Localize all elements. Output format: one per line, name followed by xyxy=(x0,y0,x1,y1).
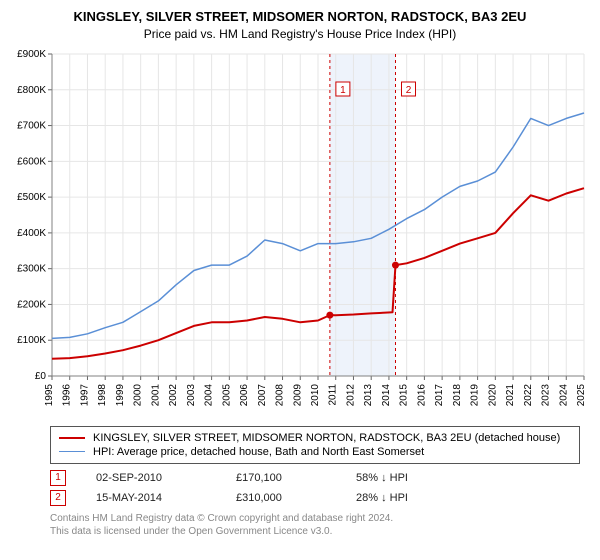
footer-line: This data is licensed under the Open Gov… xyxy=(50,525,580,538)
svg-text:1998: 1998 xyxy=(97,383,108,406)
svg-text:2010: 2010 xyxy=(310,383,321,406)
chart-svg: £0 £100K £200K £300K £400K £500K £600K £700K £80… xyxy=(10,48,590,418)
chart-container: KINGSLEY, SILVER STREET, MIDSOMER NORTON… xyxy=(0,0,600,560)
svg-text:2007: 2007 xyxy=(257,383,268,406)
svg-text:2018: 2018 xyxy=(452,383,463,406)
svg-text:2023: 2023 xyxy=(541,383,552,406)
svg-text:2025: 2025 xyxy=(576,383,587,406)
annotation-row: 2 15-MAY-2014 £310,000 28% ↓ HPI xyxy=(50,488,580,508)
svg-text:£200K: £200K xyxy=(17,299,46,310)
svg-text:2012: 2012 xyxy=(345,383,356,406)
svg-text:2017: 2017 xyxy=(434,383,445,406)
svg-text:£400K: £400K xyxy=(17,228,46,239)
svg-text:£0: £0 xyxy=(35,371,47,382)
svg-text:2024: 2024 xyxy=(558,383,569,406)
svg-text:£800K: £800K xyxy=(17,85,46,96)
legend-label: HPI: Average price, detached house, Bath… xyxy=(93,446,424,458)
svg-text:2000: 2000 xyxy=(133,383,144,406)
svg-text:2014: 2014 xyxy=(381,383,392,406)
svg-text:2013: 2013 xyxy=(363,383,374,406)
annotation-pct: 28% ↓ HPI xyxy=(356,492,408,504)
legend-label: KINGSLEY, SILVER STREET, MIDSOMER NORTON… xyxy=(93,432,560,444)
svg-text:£500K: £500K xyxy=(17,192,46,203)
svg-text:2021: 2021 xyxy=(505,383,516,406)
annotation-pct: 58% ↓ HPI xyxy=(356,472,408,484)
svg-text:£300K: £300K xyxy=(17,263,46,274)
annotation-badge: 2 xyxy=(50,490,66,506)
svg-text:2002: 2002 xyxy=(168,383,179,406)
svg-text:2019: 2019 xyxy=(470,383,481,406)
chart-title: KINGSLEY, SILVER STREET, MIDSOMER NORTON… xyxy=(10,8,590,26)
chart-subtitle: Price paid vs. HM Land Registry's House … xyxy=(10,26,590,42)
svg-text:£100K: £100K xyxy=(17,335,46,346)
legend-item: HPI: Average price, detached house, Bath… xyxy=(59,445,571,459)
annotation-date: 15-MAY-2014 xyxy=(96,492,206,504)
annotation-price: £310,000 xyxy=(236,492,326,504)
svg-text:2020: 2020 xyxy=(487,383,498,406)
annotation-date: 02-SEP-2010 xyxy=(96,472,206,484)
svg-text:2016: 2016 xyxy=(416,383,427,406)
svg-text:2008: 2008 xyxy=(275,383,286,406)
svg-text:1999: 1999 xyxy=(115,383,126,406)
svg-text:2001: 2001 xyxy=(150,383,161,406)
annotation-price: £170,100 xyxy=(236,472,326,484)
svg-text:2005: 2005 xyxy=(221,383,232,406)
svg-text:£900K: £900K xyxy=(17,49,46,60)
chart-plot: £0 £100K £200K £300K £400K £500K £600K £700K £80… xyxy=(10,48,590,418)
footer: Contains HM Land Registry data © Crown c… xyxy=(50,512,580,538)
svg-text:1: 1 xyxy=(340,85,346,96)
svg-text:2011: 2011 xyxy=(328,383,339,405)
svg-text:2015: 2015 xyxy=(399,383,410,406)
svg-text:1996: 1996 xyxy=(62,383,73,406)
svg-text:2009: 2009 xyxy=(292,383,303,406)
footer-line: Contains HM Land Registry data © Crown c… xyxy=(50,512,580,525)
svg-text:£700K: £700K xyxy=(17,120,46,131)
svg-text:2004: 2004 xyxy=(204,383,215,406)
svg-text:2: 2 xyxy=(406,85,412,96)
svg-text:2006: 2006 xyxy=(239,383,250,406)
legend-swatch xyxy=(59,451,85,452)
annotation-badge: 1 xyxy=(50,470,66,486)
svg-text:1995: 1995 xyxy=(44,383,55,406)
svg-text:£600K: £600K xyxy=(17,156,46,167)
legend-swatch xyxy=(59,437,85,439)
annotation-table: 1 02-SEP-2010 £170,100 58% ↓ HPI 2 15-MA… xyxy=(50,468,580,508)
svg-text:2003: 2003 xyxy=(186,383,197,406)
annotation-row: 1 02-SEP-2010 £170,100 58% ↓ HPI xyxy=(50,468,580,488)
legend: KINGSLEY, SILVER STREET, MIDSOMER NORTON… xyxy=(50,426,580,464)
svg-text:1997: 1997 xyxy=(79,383,90,406)
svg-text:2022: 2022 xyxy=(523,383,534,406)
legend-item: KINGSLEY, SILVER STREET, MIDSOMER NORTON… xyxy=(59,431,571,445)
